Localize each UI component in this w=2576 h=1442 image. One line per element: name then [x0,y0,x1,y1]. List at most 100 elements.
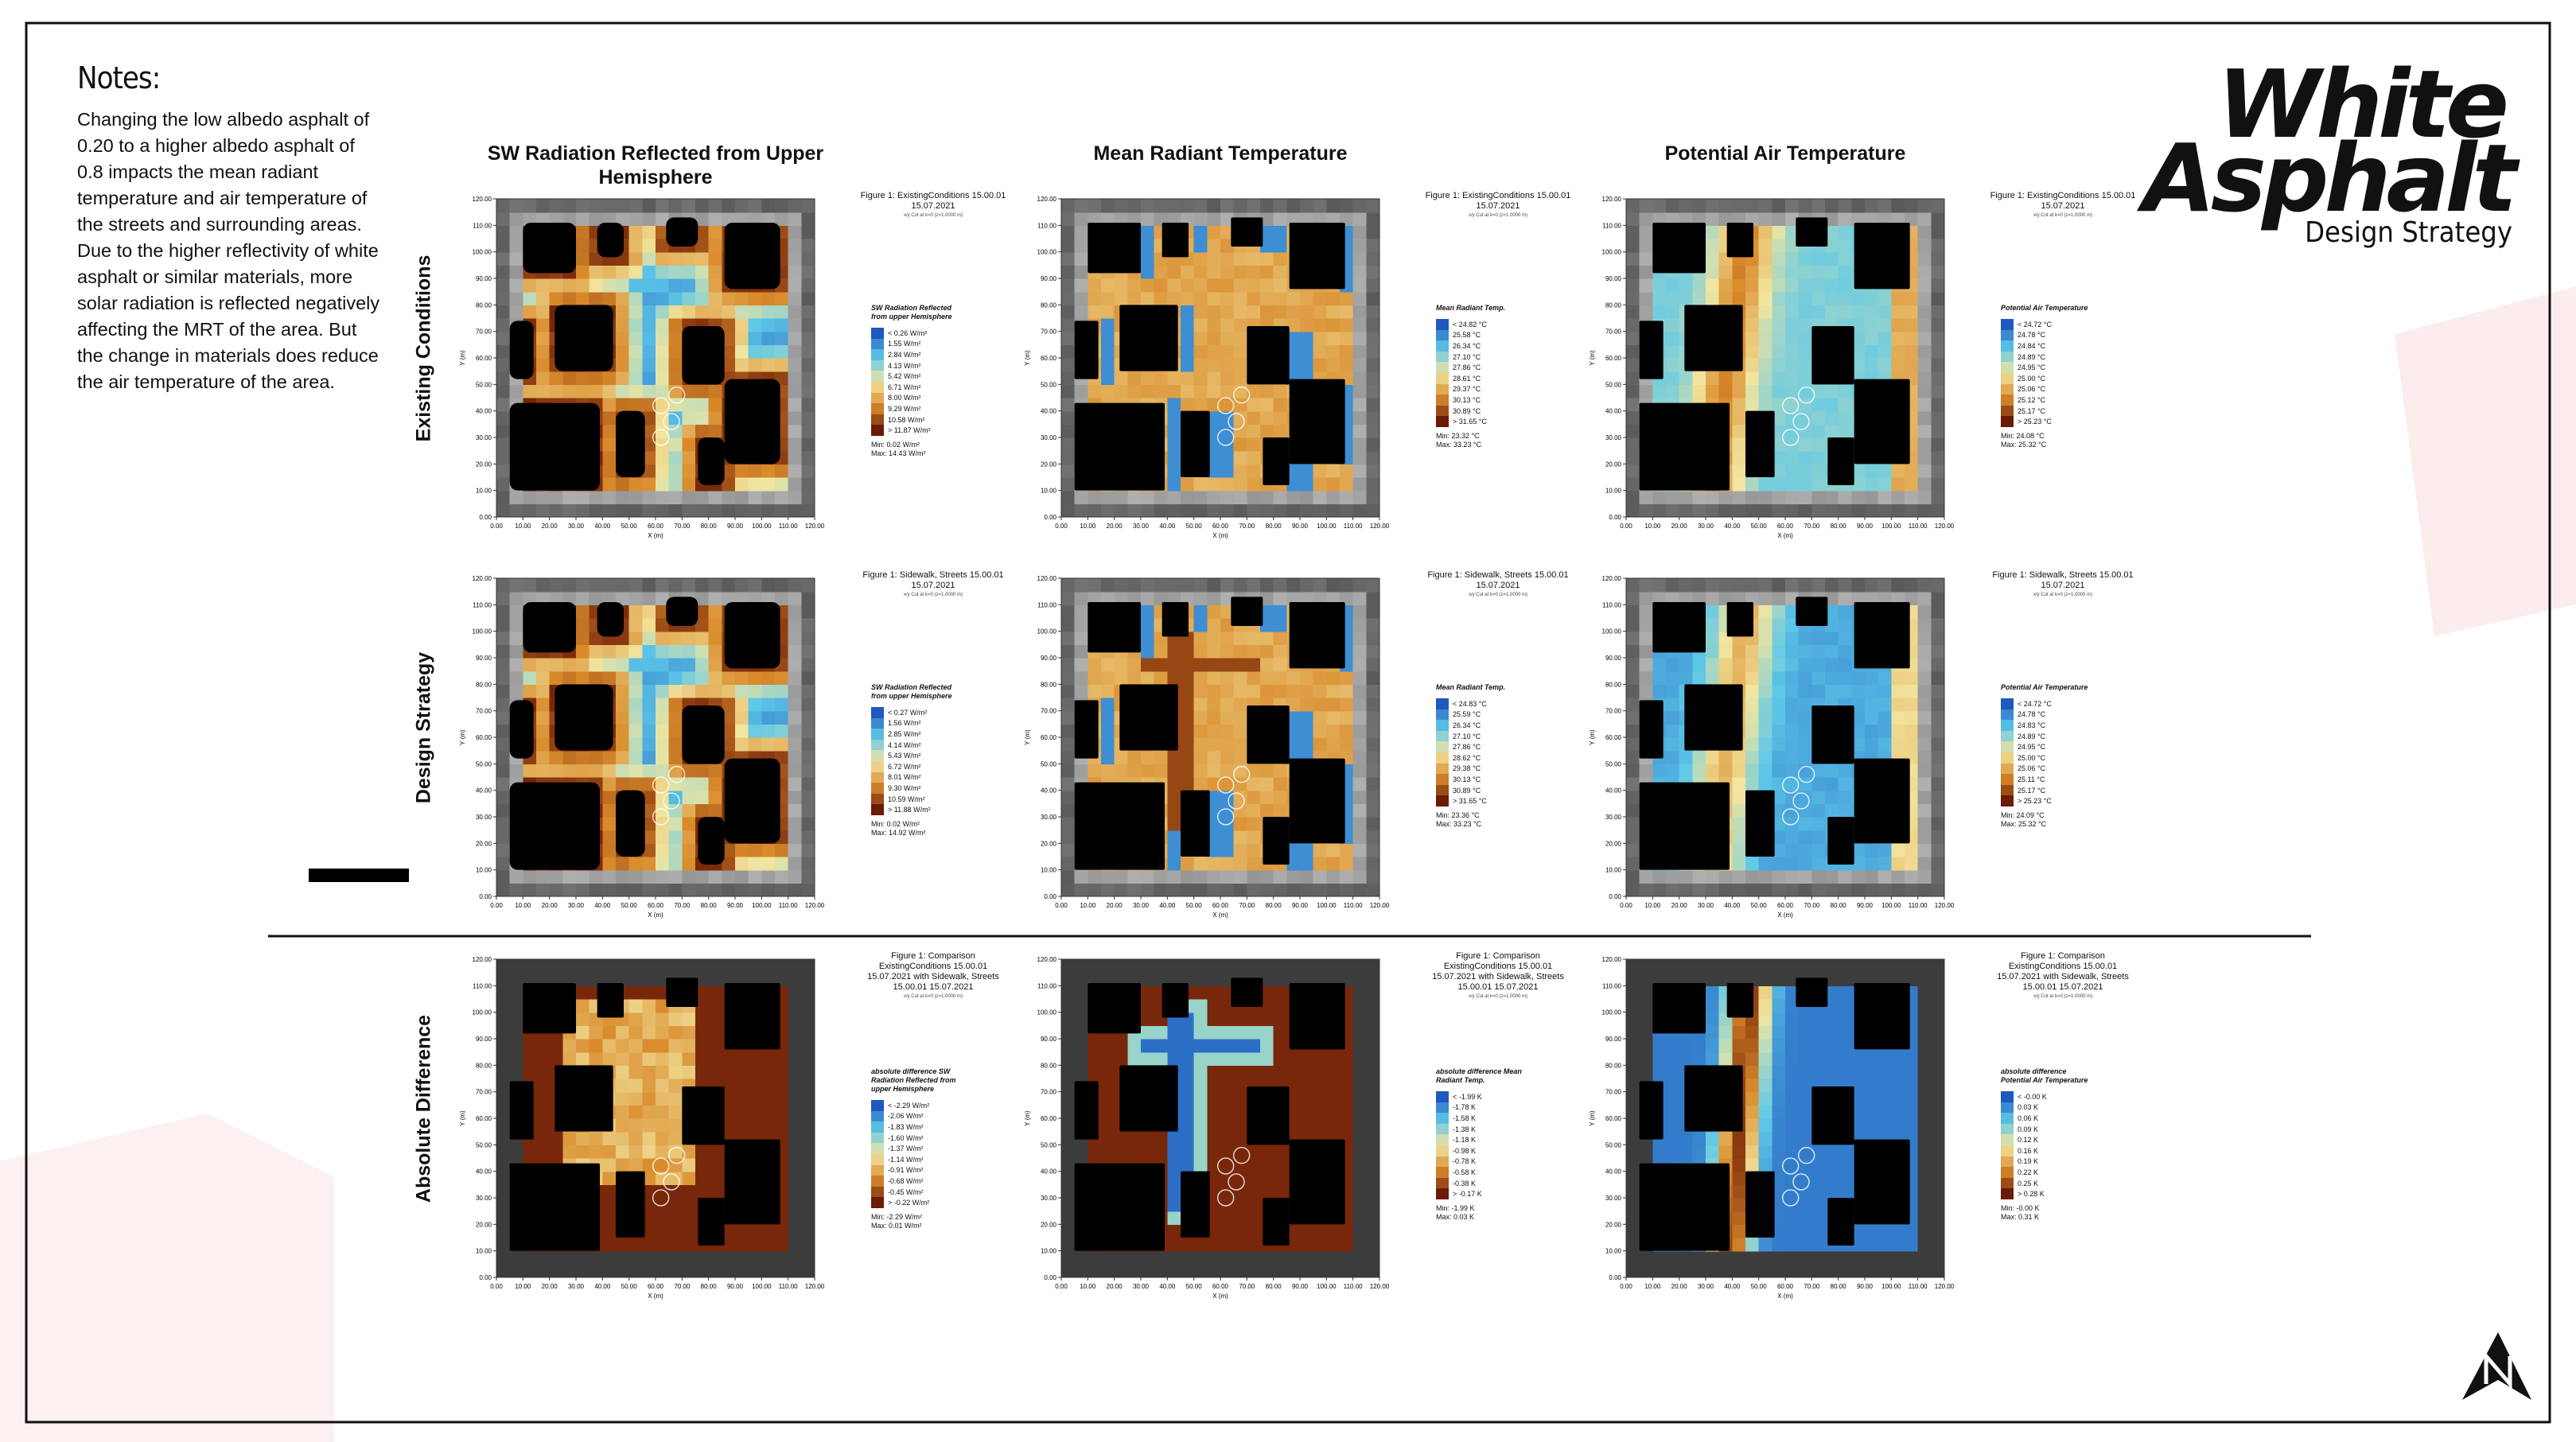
map-cell [1917,305,1932,319]
map-cell [722,358,736,372]
map-cell [536,684,551,698]
map-cell [1154,883,1168,897]
y-tick-label: 40.00 [1041,408,1057,415]
map-cell [1220,698,1235,712]
map-cell [509,503,523,518]
x-axis-label: X (m) [1212,532,1228,539]
map-cell [1233,251,1247,266]
map-cell [1326,684,1341,698]
building [1854,602,1910,669]
map-cell [1233,959,1247,974]
building [1811,705,1854,764]
building [724,1139,780,1225]
map-cell [1181,658,1195,672]
map-cell [1074,1039,1088,1053]
map-cell [1193,1238,1208,1252]
map-cell [616,644,630,659]
map-cell [668,344,683,359]
map-cell [642,1039,656,1053]
map-cell [1745,578,1760,593]
map-cell [668,1012,683,1026]
map-cell [1745,750,1760,764]
x-tick-label: 100.00 [752,523,772,530]
map-cell [1917,857,1932,871]
map-cell [761,305,776,319]
map-cell [1167,972,1181,986]
map-cell [628,1091,643,1106]
map-cell [1207,477,1221,492]
map-cell [1074,959,1088,974]
map-cell [1931,591,1945,605]
map-cell [1207,1238,1221,1252]
map-cell [1247,578,1261,593]
north-arrow-n [2484,1351,2512,1390]
map-cell [496,212,511,226]
map-cell [1326,490,1341,504]
map-cell [1127,384,1142,398]
map-cell [1917,437,1932,452]
map-cell [509,631,523,645]
map-cell [1061,843,1076,857]
map-cell [496,830,511,844]
map-cell [695,1051,710,1066]
map-cell [668,450,683,464]
map-cell [589,750,603,764]
map-cell [1931,371,1945,385]
map-cell [1785,212,1800,226]
map-cell [801,278,815,293]
map-cell [722,291,736,305]
map-cell [1626,644,1640,659]
map-cell [1207,503,1221,518]
map-cell [1626,344,1640,359]
map-cell [496,1051,511,1066]
map-cell [628,1025,643,1040]
map-cell [775,503,789,518]
map-cell [656,604,670,619]
map-cell [1366,698,1380,712]
map-cell [1798,464,1812,478]
map-cell [1758,265,1772,279]
map-cell [642,212,656,226]
x-tick-label: 90.00 [727,1283,744,1290]
map-cell [1193,724,1208,738]
map-cell [616,265,630,279]
map-cell [801,869,815,884]
map-cell [1247,305,1261,319]
x-tick-label: 40.00 [1159,523,1176,530]
map-cell [1273,591,1287,605]
map-cell [642,318,656,332]
map-cell [1061,384,1076,398]
map-cell [1718,384,1733,398]
map-cell [1260,398,1274,412]
map-cell [496,251,511,266]
map-cell [735,503,749,518]
tree [1216,429,1235,446]
map-cell [536,358,551,372]
map-cell [1167,1224,1181,1238]
map-cell [1785,371,1800,385]
map-cell [1652,503,1667,518]
map-cell [509,959,523,974]
map-cell [1626,869,1640,884]
map-cell [616,1039,630,1053]
map-cell [1825,424,1839,438]
map-cell [1679,291,1693,305]
x-tick-label: 50.00 [1751,523,1768,530]
map-cell [1193,331,1208,345]
map-cell [1260,670,1274,685]
map-cell [1074,618,1088,632]
map-cell [1220,631,1235,645]
map-cell [1326,857,1341,871]
map-cell [589,199,603,213]
map-cell [708,578,722,593]
x-tick-label: 30.00 [568,902,585,909]
map-cell [1220,1091,1235,1106]
map-cell [1233,1211,1247,1225]
map-cell [1366,212,1380,226]
map-cell [1207,490,1221,504]
map-cell [748,503,762,518]
map-cell [656,1198,670,1212]
map-cell [496,1105,511,1119]
map-cell [1233,1079,1247,1093]
map-cell [1798,424,1812,438]
